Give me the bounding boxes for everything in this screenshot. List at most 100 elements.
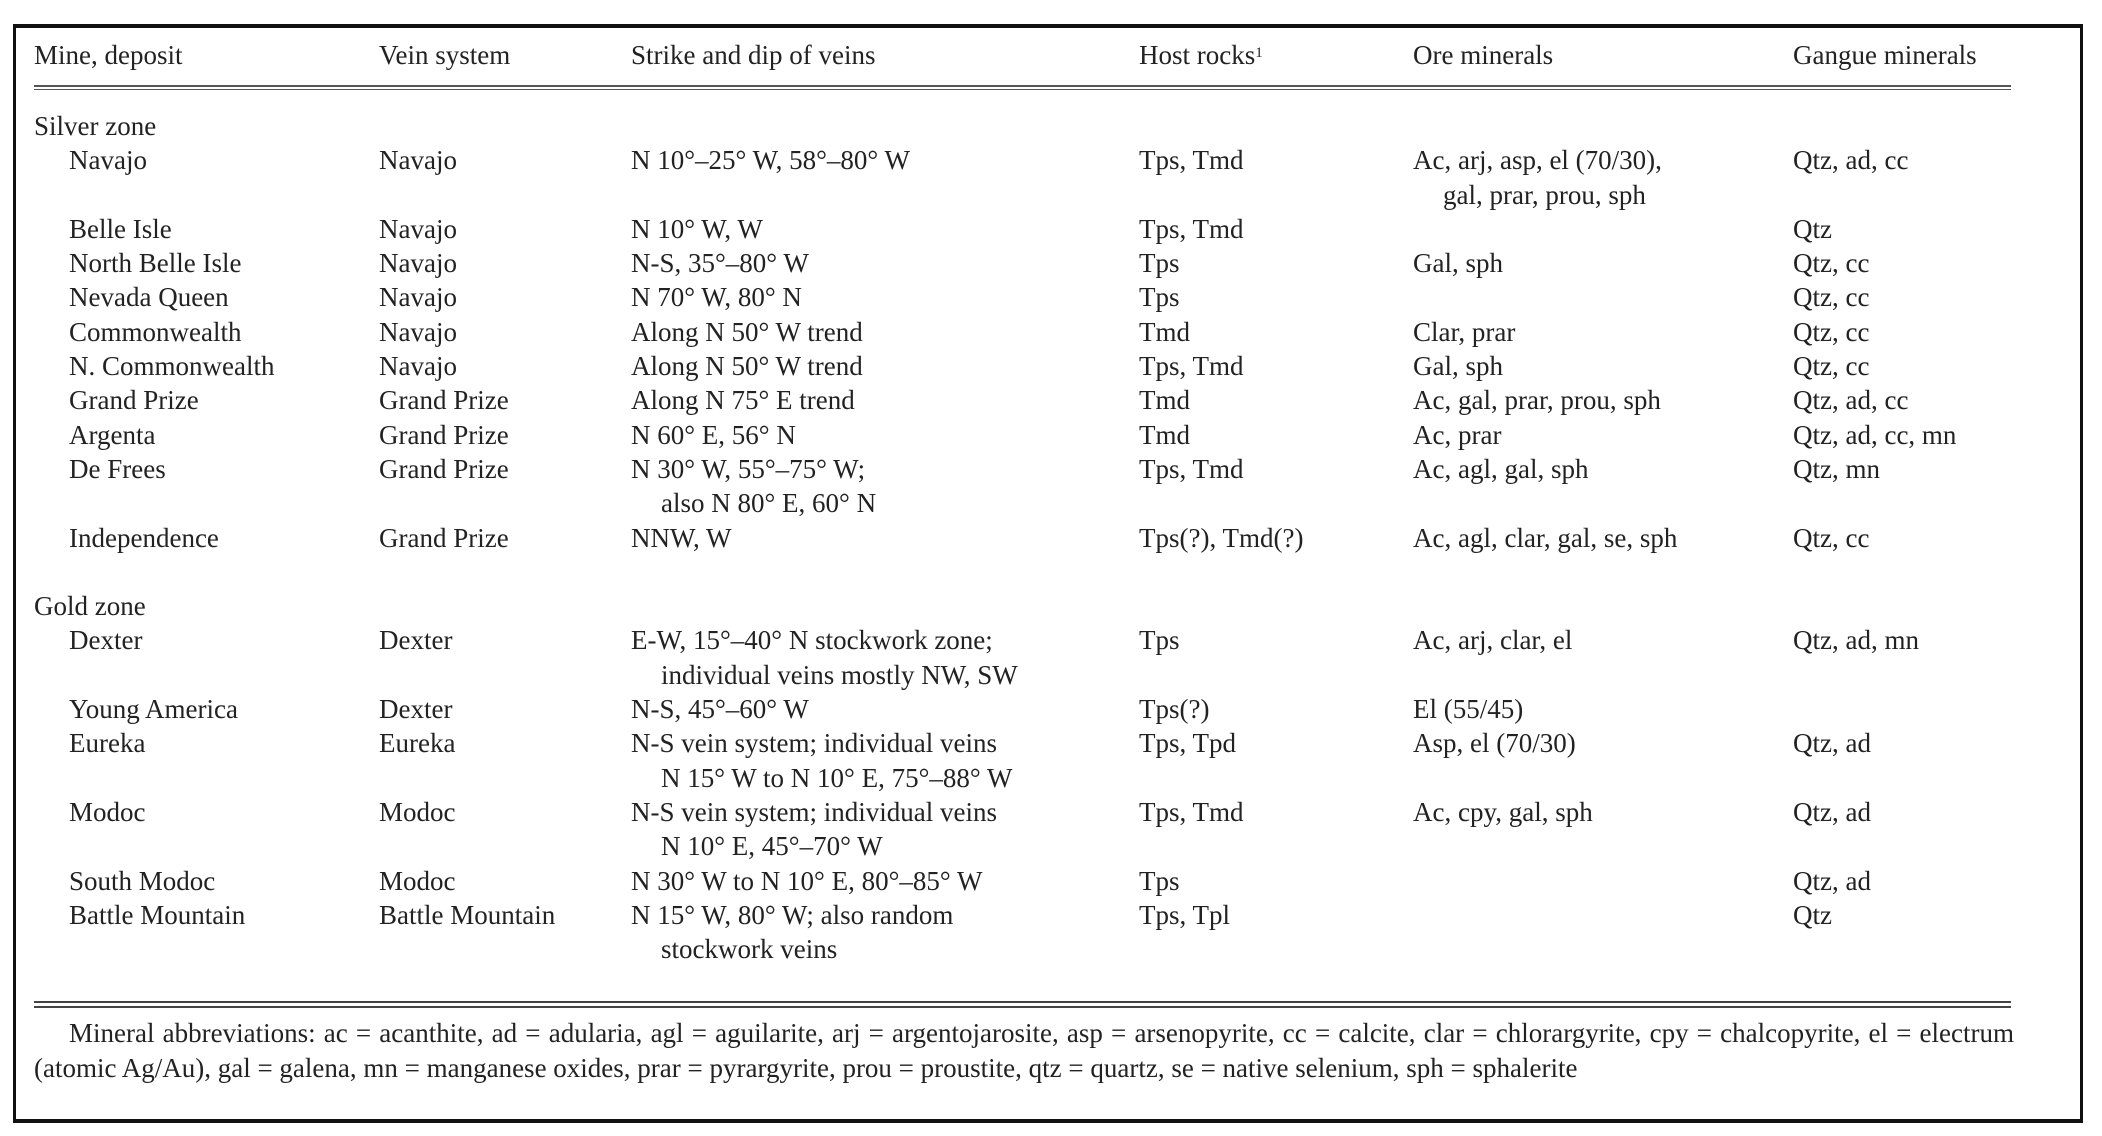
cell-vein-system: Grand Prize — [379, 385, 509, 416]
cell-ore-minerals: Clar, prar — [1413, 315, 1793, 349]
header-host-rocks-label: Host rocks — [1139, 40, 1256, 70]
strike-line: N-S vein system; individual veins — [631, 796, 997, 827]
cell-ore-minerals: Ac, agl, gal, sph — [1413, 452, 1793, 521]
cell-gangue-minerals: Qtz — [1793, 899, 1832, 930]
table-row: South Modoc Modoc N 30° W to N 10° E, 80°–… — [34, 864, 2011, 898]
cell-host-rocks: Tmd — [1139, 316, 1190, 347]
cell-gangue-minerals: Qtz, ad — [1793, 728, 1871, 759]
cell-ore-minerals: Ac, gal, prar, prou, sph — [1413, 383, 1793, 417]
footnote-text: Mineral abbreviations: ac = acanthite, a… — [34, 1018, 2014, 1083]
header-ore-minerals: Ore minerals — [1413, 40, 1554, 70]
table-row: Eureka Eureka N-S vein system; individual … — [34, 726, 2011, 795]
strike-line: N 70° W, 80° N — [631, 282, 802, 313]
cell-strike-dip: NNW, W — [631, 521, 1139, 555]
strike-line: also N 80° E, 60° N — [661, 488, 877, 519]
ore-line: Ac, cpy, gal, sph — [1413, 796, 1593, 827]
table-row: North Belle Isle Navajo N-S, 35°–80° W Tps G… — [34, 246, 2011, 280]
table-row: Independence Grand Prize NNW, W Tps(?), Tmd… — [34, 521, 2011, 555]
cell-strike-dip: Along N 50° W trend — [631, 349, 1139, 383]
cell-mine: Nevada Queen — [69, 282, 229, 313]
cell-mine: Belle Isle — [69, 213, 172, 244]
cell-host-rocks: Tps, Tmd — [1139, 453, 1244, 484]
header-mine: Mine, deposit — [34, 40, 183, 70]
strike-line: N 15° W, 80° W; also random — [631, 899, 954, 930]
cell-vein-system: Navajo — [379, 248, 457, 279]
ore-line: Gal, sph — [1413, 248, 1503, 279]
cell-gangue-minerals: Qtz, ad, mn — [1793, 625, 1919, 656]
ore-line: Ac, prar — [1413, 419, 1502, 450]
cell-strike-dip: N 60° E, 56° N — [631, 418, 1139, 452]
strike-line: E-W, 15°–40° N stockwork zone; — [631, 625, 993, 656]
strike-line: N 10° W, W — [631, 213, 763, 244]
zone-heading: Silver zone — [34, 111, 157, 141]
table-row: Young America Dexter N-S, 45°–60° W Tps(?) E… — [34, 692, 2011, 726]
cell-host-rocks: Tps(?), Tmd(?) — [1139, 522, 1304, 553]
cell-strike-dip: N-S, 35°–80° W — [631, 246, 1139, 280]
cell-gangue-minerals: Qtz, cc — [1793, 351, 1870, 382]
cell-strike-dip: N 10°–25° W, 58°–80° W — [631, 143, 1139, 212]
cell-vein-system: Navajo — [379, 282, 457, 313]
cell-strike-dip: N-S, 45°–60° W — [631, 692, 1139, 726]
cell-mine: Commonwealth — [69, 316, 242, 347]
table-row: Belle Isle Navajo N 10° W, W Tps, Tmd Qtz — [34, 212, 2011, 246]
footnote-marker: 1 — [1255, 45, 1263, 61]
zone-heading: Gold zone — [34, 591, 146, 622]
ore-line: Ac, agl, gal, sph — [1413, 453, 1589, 484]
table-row: Dexter Dexter E-W, 15°–40° N stockwork zon… — [34, 623, 2011, 692]
cell-mine: Young America — [69, 694, 239, 725]
cell-mine: Independence — [69, 522, 219, 553]
table-frame — [13, 24, 2083, 1123]
strike-line: N-S vein system; individual veins — [631, 728, 997, 759]
cell-mine: Argenta — [69, 419, 156, 450]
strike-line: N 60° E, 56° N — [631, 419, 796, 450]
cell-mine: Modoc — [69, 796, 146, 827]
strike-line: N 15° W to N 10° E, 75°–88° W — [661, 762, 1013, 793]
cell-host-rocks: Tmd — [1139, 385, 1190, 416]
cell-vein-system: Grand Prize — [379, 453, 509, 484]
ore-line: Clar, prar — [1413, 316, 1516, 347]
cell-ore-minerals — [1413, 864, 1793, 898]
cell-vein-system: Navajo — [379, 351, 457, 382]
table-row: Modoc Modoc N-S vein system; individual ve… — [34, 795, 2011, 864]
strike-line: N-S, 35°–80° W — [631, 248, 809, 279]
cell-ore-minerals: Ac, arj, clar, el — [1413, 623, 1793, 692]
cell-host-rocks: Tps, Tmd — [1139, 796, 1244, 827]
ore-line: Ac, gal, prar, prou, sph — [1413, 385, 1661, 416]
cell-strike-dip: N-S vein system; individual veins N 10° E… — [631, 795, 1139, 864]
cell-gangue-minerals: Qtz, cc — [1793, 282, 1870, 313]
cell-mine: Battle Mountain — [69, 899, 246, 930]
header-gangue-minerals: Gangue minerals — [1793, 40, 1977, 70]
cell-host-rocks: Tps, Tmd — [1139, 351, 1244, 382]
header-host-rocks: Host rocks1 — [1139, 38, 1413, 72]
cell-gangue-minerals: Qtz, cc — [1793, 316, 1870, 347]
cell-ore-minerals — [1413, 280, 1793, 314]
cell-host-rocks: Tps — [1139, 625, 1180, 656]
cell-vein-system: Navajo — [379, 213, 457, 244]
cell-mine: Navajo — [69, 145, 147, 176]
cell-gangue-minerals: Qtz, ad — [1793, 796, 1871, 827]
cell-ore-minerals: Ac, prar — [1413, 418, 1793, 452]
zone-spacer — [34, 555, 2011, 589]
ore-line: gal, prar, prou, sph — [1443, 179, 1646, 210]
cell-ore-minerals: Gal, sph — [1413, 246, 1793, 280]
cell-ore-minerals: Ac, agl, clar, gal, se, sph — [1413, 521, 1793, 555]
header-divider — [34, 85, 2011, 90]
strike-line: Along N 50° W trend — [631, 351, 863, 382]
header-row: Mine, deposit Vein system Strike and dip… — [34, 38, 2011, 72]
cell-ore-minerals: Gal, sph — [1413, 349, 1793, 383]
cell-gangue-minerals: Qtz, mn — [1793, 453, 1880, 484]
strike-line: N 30° W to N 10° E, 80°–85° W — [631, 865, 983, 896]
cell-vein-system: Grand Prize — [379, 419, 509, 450]
cell-strike-dip: N 30° W to N 10° E, 80°–85° W — [631, 864, 1139, 898]
strike-line: Along N 75° E trend — [631, 385, 855, 416]
cell-vein-system: Dexter — [379, 694, 453, 725]
cell-mine: Grand Prize — [69, 385, 199, 416]
footnote: Mineral abbreviations: ac = acanthite, a… — [34, 1016, 2014, 1086]
footer-divider — [34, 1001, 2011, 1008]
cell-gangue-minerals: Qtz, ad, cc — [1793, 145, 1909, 176]
cell-ore-minerals — [1413, 212, 1793, 246]
ore-line: El (55/45) — [1413, 694, 1524, 725]
table-body: Silver zone Navajo Navajo N 10°–25° W, 58°–… — [34, 109, 2011, 966]
cell-host-rocks: Tps(?) — [1139, 694, 1210, 725]
cell-strike-dip: Along N 50° W trend — [631, 315, 1139, 349]
